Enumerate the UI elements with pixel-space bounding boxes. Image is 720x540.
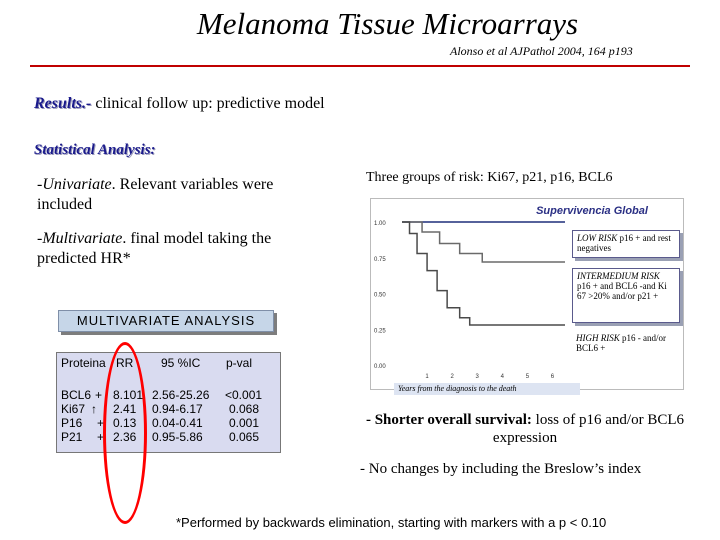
chart-title: Supervivencia Global	[536, 205, 649, 217]
shorter-survival-desc: loss of p16 and/or BCL6 expression	[492, 412, 685, 446]
cell-ci: 0.94-6.17	[152, 402, 203, 416]
cell-sign: +	[97, 430, 105, 444]
table-header: Proteina RR 95 %IC p-val	[56, 352, 281, 374]
cell-protein: P21	[61, 430, 83, 444]
intermedium-risk-legend: INTERMEDIUM RISK p16 + and BCL6 -and Ki …	[572, 268, 680, 323]
header-ci: 95 %IC	[161, 356, 201, 370]
x-tick-label: 2	[450, 374, 454, 380]
multivariate-analysis-title: MULTIVARIATE ANALYSIS	[58, 310, 274, 332]
y-tick-label: 0.50	[374, 293, 386, 299]
x-tick-label: 5	[526, 374, 530, 380]
intermedium-risk-label: INTERMEDIUM RISK	[577, 271, 660, 281]
results-text: clinical follow up: predictive model	[91, 95, 325, 112]
intermedium-risk-text: p16 + and BCL6 -and Ki 67 >20% and/or p2…	[577, 281, 667, 301]
survival-curve-high-risk	[402, 221, 565, 326]
results-label: Results.-	[34, 95, 92, 112]
table-body: BCL6 + 8.101 2.56-25.26 <0.001 Ki67 ↑ 2.…	[56, 372, 281, 453]
y-tick-label: 0.00	[374, 364, 386, 370]
cell-pval: 0.065	[229, 430, 260, 444]
footnote: *Performed by backwards elimination, sta…	[176, 515, 607, 530]
title-divider	[30, 65, 690, 67]
cell-protein: P16	[61, 416, 83, 430]
x-tick-label: 6	[551, 374, 555, 380]
cell-pval: 0.068	[229, 402, 260, 416]
cell-protein: Ki67	[61, 402, 86, 416]
x-tick-label: 1	[425, 374, 429, 380]
cell-ci: 0.95-5.86	[152, 430, 203, 444]
cell-protein: BCL6	[61, 388, 92, 402]
rr-highlight-oval	[103, 342, 147, 524]
y-tick-label: 0.25	[374, 328, 386, 334]
survival-chart: Supervivencia Global 1.00 0.75 0.50 0.25 0.0…	[374, 205, 649, 380]
slide-title: Melanoma Tissue Microarrays	[196, 6, 579, 41]
table-row: P16 + 0.13 0.04-0.41 0.001	[57, 416, 280, 430]
multivariate-term: -Multivariate	[37, 230, 123, 247]
x-tick-label: 3	[476, 374, 480, 380]
x-axis-label: Years from the diagnosis to the death	[394, 383, 580, 395]
high-risk-legend: HIGH RISK p16 - and/or BCL6 +	[576, 333, 676, 353]
y-tick-label: 1.00	[374, 221, 386, 227]
high-risk-label: HIGH RISK	[576, 333, 620, 343]
univariate-text: -Univariate. Relevant variables were inc…	[37, 175, 297, 215]
shorter-survival-text: - Shorter overall survival: loss of p16 …	[365, 411, 685, 447]
low-risk-legend: LOW RISK p16 + and rest negatives	[572, 230, 680, 258]
cell-sign: +	[95, 388, 103, 402]
table-row: BCL6 + 8.101 2.56-25.26 <0.001	[57, 388, 280, 402]
cell-sign: ↑	[91, 402, 97, 416]
multivariate-text: -Multivariate. final model taking the pr…	[37, 229, 297, 269]
table-row: Ki67 ↑ 2.41 0.94-6.17 0.068	[57, 402, 280, 416]
low-risk-text: p16 + and rest negatives	[577, 233, 671, 253]
results-line: Results.- clinical follow up: predictive…	[34, 95, 325, 113]
survival-curve-intermedium-risk	[402, 221, 565, 263]
breslow-text: - No changes by including the Breslow’s …	[360, 461, 642, 477]
statistical-analysis-heading: Statistical Analysis:	[34, 142, 156, 158]
x-tick-label: 4	[501, 374, 505, 380]
cell-pval: <0.001	[225, 388, 263, 402]
cell-ci: 2.56-25.26	[152, 388, 210, 402]
univariate-desc: . Relevant variables were included	[37, 176, 274, 213]
header-pval: p-val	[226, 356, 253, 370]
table-row: P21 + 2.36 0.95-5.86 0.065	[57, 430, 280, 444]
univariate-term: -Univariate	[37, 176, 112, 193]
citation: Alonso et al AJPathol 2004, 164 p193	[450, 44, 633, 58]
y-tick-label: 0.75	[374, 257, 386, 263]
low-risk-label: LOW RISK	[577, 233, 618, 243]
header-protein: Proteina	[61, 356, 106, 370]
cell-pval: 0.001	[229, 416, 260, 430]
high-risk-text: p16 - and/or BCL6 +	[576, 333, 666, 353]
cell-ci: 0.04-0.41	[152, 416, 203, 430]
risk-groups-text: Three groups of risk: Ki67, p21, p16, BC…	[366, 170, 613, 185]
multivariate-desc: . final model taking the predicted HR*	[37, 230, 272, 267]
shorter-survival-label: - Shorter overall survival:	[365, 412, 532, 428]
cell-sign: +	[97, 416, 105, 430]
